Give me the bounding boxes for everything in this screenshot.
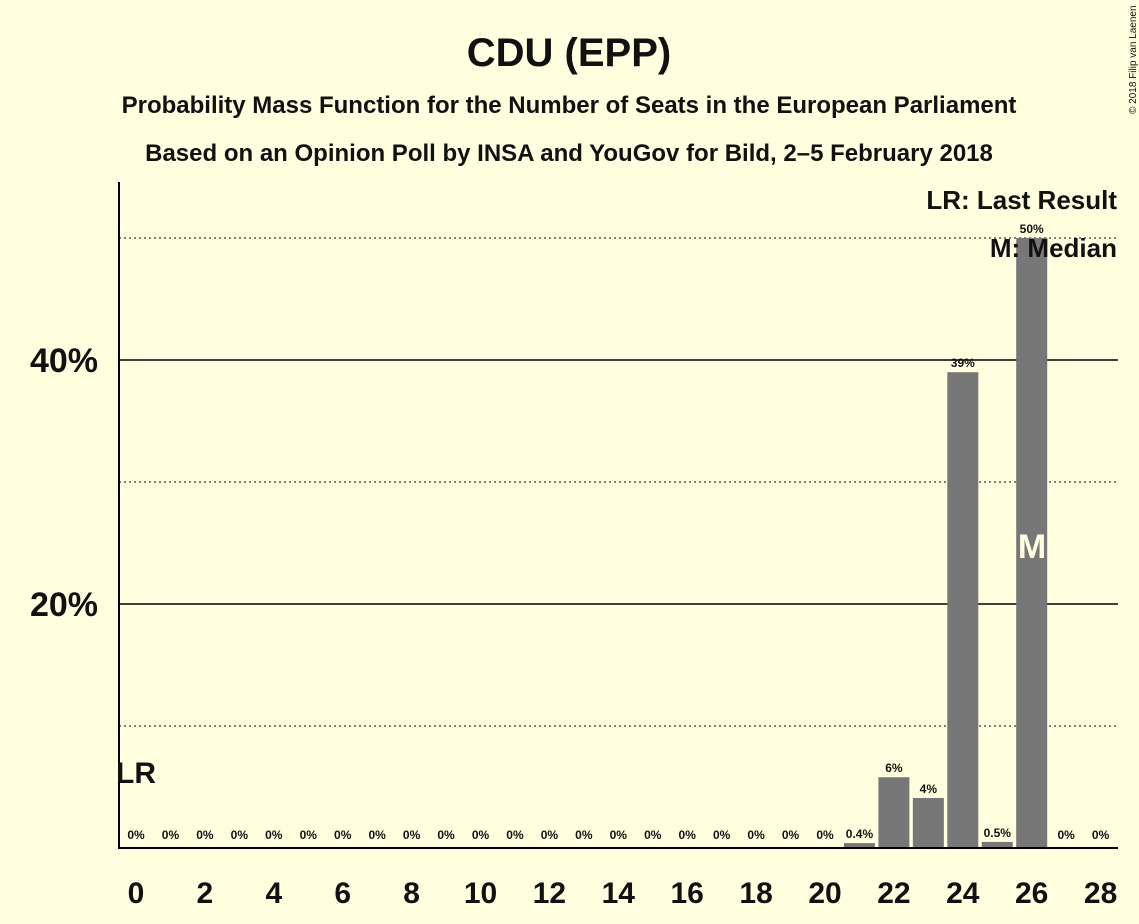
bar-label-seat-4: 0% xyxy=(265,828,283,842)
bar-label-seat-6: 0% xyxy=(334,828,352,842)
bar-label-seat-18: 0% xyxy=(747,828,765,842)
x-tick-label: 18 xyxy=(739,877,772,910)
x-tick-label: 14 xyxy=(602,877,636,910)
x-tick-label: 26 xyxy=(1015,877,1048,910)
bar-label-seat-25: 0.5% xyxy=(984,826,1012,840)
bar-seat-22 xyxy=(878,777,910,848)
bar-label-seat-27: 0% xyxy=(1057,828,1075,842)
x-tick-label: 2 xyxy=(197,877,214,910)
x-tick-label: 8 xyxy=(403,877,420,910)
bar-seat-21 xyxy=(843,843,875,848)
y-tick-label: 40% xyxy=(30,342,98,380)
bar-seat-23 xyxy=(912,797,944,848)
y-axis-ticks: 20% 40% xyxy=(30,342,98,624)
bar-label-seat-26: 50% xyxy=(1020,222,1044,236)
bar-label-seat-17: 0% xyxy=(713,828,731,842)
bar-label-seat-19: 0% xyxy=(782,828,800,842)
bar-seat-26 xyxy=(1016,238,1048,848)
x-tick-label: 0 xyxy=(128,877,145,910)
bar-label-seat-24: 39% xyxy=(951,356,975,370)
bar-label-seat-16: 0% xyxy=(679,828,697,842)
bar-label-seat-21: 0.4% xyxy=(846,827,874,841)
chart-title: CDU (EPP) xyxy=(467,31,671,75)
bar-label-seat-14: 0% xyxy=(610,828,628,842)
chart-source-subtitle: Based on an Opinion Poll by INSA and You… xyxy=(145,140,993,167)
bar-label-seat-12: 0% xyxy=(541,828,559,842)
bar-value-labels: 0% 0% 0% 0% 0% 0% 0% 0% 0% 0% 0% 0% 0% 0% 0% 0% 0% 0% 0% 0%… xyxy=(127,222,1109,842)
bar-label-seat-13: 0% xyxy=(575,828,593,842)
bar-label-seat-9: 0% xyxy=(437,828,455,842)
x-tick-label: 20 xyxy=(808,877,841,910)
x-tick-label: 22 xyxy=(877,877,910,910)
bars xyxy=(843,238,1048,848)
bar-label-seat-2: 0% xyxy=(196,828,214,842)
bar-label-seat-15: 0% xyxy=(644,828,662,842)
x-tick-label: 16 xyxy=(671,877,704,910)
x-tick-label: 10 xyxy=(464,877,497,910)
x-axis-ticks: 0 2 4 6 8 10 12 14 16 18 20 22 24 26 28 xyxy=(128,877,1118,910)
bar-label-seat-28: 0% xyxy=(1092,828,1110,842)
x-tick-label: 24 xyxy=(946,877,980,910)
bar-label-seat-8: 0% xyxy=(403,828,421,842)
x-tick-label: 28 xyxy=(1084,877,1117,910)
y-tick-label: 20% xyxy=(30,586,98,624)
bar-label-seat-11: 0% xyxy=(506,828,524,842)
bar-label-seat-3: 0% xyxy=(231,828,249,842)
bar-label-seat-20: 0% xyxy=(816,828,834,842)
bar-label-seat-5: 0% xyxy=(300,828,318,842)
last-result-marker: LR xyxy=(116,757,156,790)
median-marker: M xyxy=(1018,528,1046,566)
bar-label-seat-1: 0% xyxy=(162,828,180,842)
x-tick-label: 12 xyxy=(533,877,566,910)
copyright-note: © 2018 Filip van Laenen xyxy=(1128,5,1139,114)
bar-label-seat-0: 0% xyxy=(127,828,145,842)
x-tick-label: 6 xyxy=(334,877,351,910)
bar-label-seat-10: 0% xyxy=(472,828,490,842)
bar-label-seat-7: 0% xyxy=(368,828,386,842)
bar-seat-24 xyxy=(947,372,979,848)
legend-last-result: LR: Last Result xyxy=(926,185,1117,215)
bar-label-seat-22: 6% xyxy=(885,761,903,775)
legend-median: M: Median xyxy=(990,233,1117,263)
chart-subtitle: Probability Mass Function for the Number… xyxy=(122,92,1017,119)
bar-label-seat-23: 4% xyxy=(920,782,938,796)
bar-seat-25 xyxy=(981,841,1013,848)
x-tick-label: 4 xyxy=(265,877,282,910)
